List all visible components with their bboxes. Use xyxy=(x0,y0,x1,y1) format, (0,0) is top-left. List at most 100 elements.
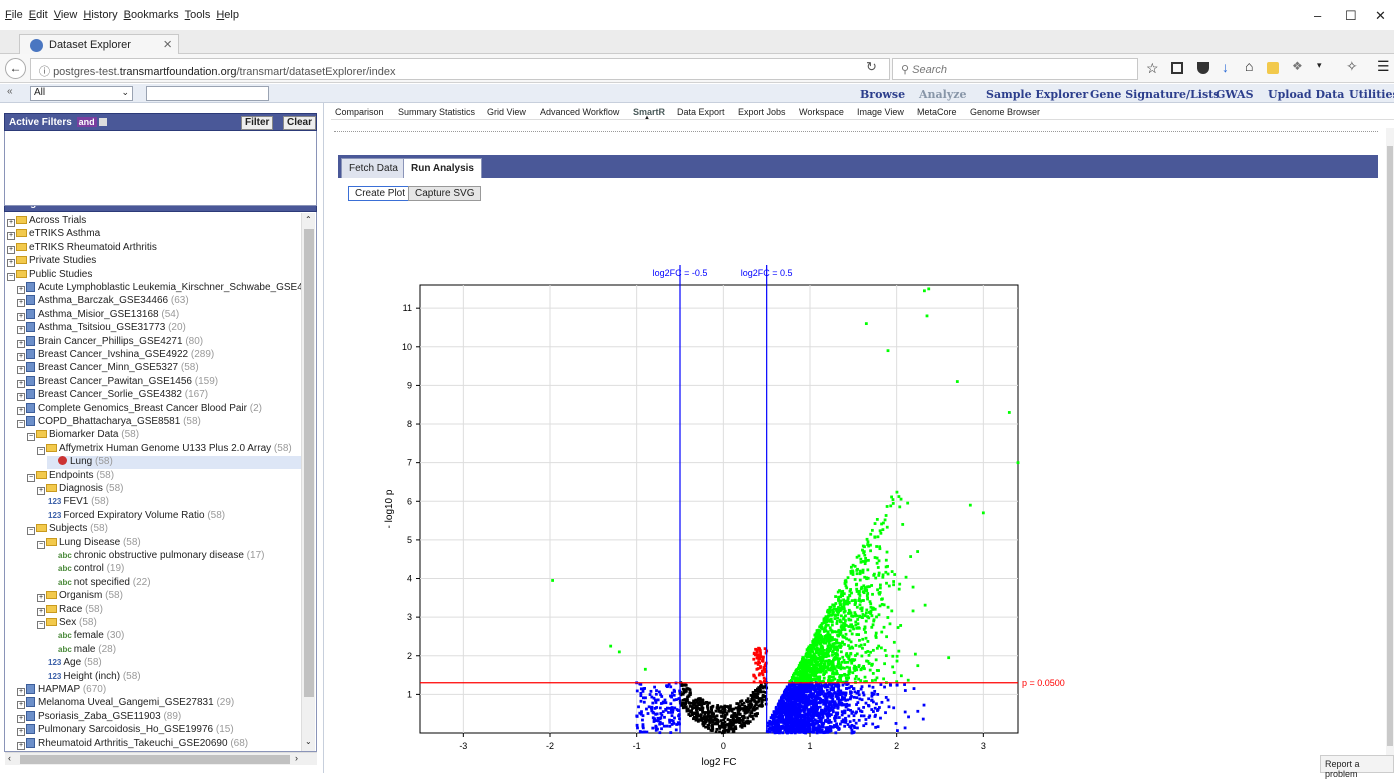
tree-toggle-icon[interactable]: − xyxy=(7,272,15,281)
info-icon[interactable]: ⓘ xyxy=(39,66,50,78)
menu-file[interactable]: File xyxy=(5,9,23,21)
tree-toggle-icon[interactable]: + xyxy=(37,594,45,603)
tab-metacore[interactable]: MetaCore xyxy=(917,107,957,117)
tree-node[interactable]: + Organism (58) xyxy=(37,590,303,603)
tree-node[interactable]: − Endpoints (58) xyxy=(27,470,303,483)
tree-node[interactable]: − Affymetrix Human Genome U133 Plus 2.0 A… xyxy=(37,443,303,456)
tree-node[interactable]: − Biomarker Data (58) xyxy=(27,429,303,442)
tree-toggle-icon[interactable]: + xyxy=(17,339,25,348)
bookmark-star-icon[interactable]: ☆ xyxy=(1146,60,1159,76)
tab-image-view[interactable]: Image View xyxy=(857,107,904,117)
tree-toggle-icon[interactable]: + xyxy=(17,366,25,375)
tree-node[interactable]: + Breast Cancer_Ivshina_GSE4922 (289) xyxy=(17,349,303,362)
tree-toggle-icon[interactable]: + xyxy=(7,245,15,254)
tree-toggle-icon[interactable]: − xyxy=(27,527,35,536)
tree-toggle-icon[interactable]: − xyxy=(17,420,25,428)
tree-node[interactable]: + Breast Cancer_Minn_GSE5327 (58) xyxy=(17,362,303,375)
menu-view[interactable]: View xyxy=(53,9,78,21)
nav-upload-data[interactable]: Upload Data xyxy=(1268,88,1345,101)
minimize-icon[interactable]: – xyxy=(1314,8,1322,23)
nav-analyze[interactable]: Analyze xyxy=(919,88,967,101)
reload-icon[interactable]: ↻ xyxy=(866,59,877,74)
extension-icon[interactable] xyxy=(1267,62,1279,74)
tree-node[interactable]: − Subjects (58) xyxy=(27,523,303,536)
reading-list-icon[interactable] xyxy=(1171,62,1183,74)
tree-toggle-icon[interactable]: + xyxy=(17,393,25,402)
tree-node[interactable]: + Breast Cancer_Sorlie_GSE4382 (167) xyxy=(17,389,303,402)
tab-run-analysis[interactable]: Run Analysis xyxy=(403,158,482,178)
tree-toggle-icon[interactable]: + xyxy=(17,728,25,737)
capture-svg-button[interactable]: Capture SVG xyxy=(408,186,482,201)
close-window-icon[interactable]: ✕ xyxy=(1375,8,1386,23)
tree-toggle-icon[interactable]: + xyxy=(17,353,25,361)
tree-node[interactable]: + Rheumatoid Arthritis_Takeuchi_GSE20690 … xyxy=(17,737,303,751)
tree-node[interactable]: abc control (19) xyxy=(47,563,303,576)
tree-toggle-icon[interactable]: + xyxy=(17,312,25,321)
tree-toggle-icon[interactable]: + xyxy=(7,232,15,241)
collapse-panel-icon[interactable]: « xyxy=(7,86,13,97)
hamburger-menu-icon[interactable]: ☰ xyxy=(1377,58,1390,74)
tree-node[interactable]: + Melanoma Uveal_Gangemi_GSE27831 (29) xyxy=(17,697,303,710)
tab-workspace[interactable]: Workspace xyxy=(799,107,844,117)
tree-node[interactable]: 123 Age (58) xyxy=(37,657,303,670)
menu-bookmarks[interactable]: Bookmarks xyxy=(123,9,179,21)
tree-toggle-icon[interactable]: − xyxy=(37,446,45,455)
tree-node[interactable]: + Asthma_Barczak_GSE34466 (63) xyxy=(17,295,303,308)
nav-sample-explorer[interactable]: Sample Explorer xyxy=(986,88,1089,101)
close-tab-icon[interactable]: × xyxy=(163,36,172,53)
tree-node[interactable]: abc male (28) xyxy=(47,644,303,657)
tab-smartr[interactable]: SmartR xyxy=(633,107,666,117)
term-search-input[interactable] xyxy=(146,86,269,101)
tree-node[interactable]: − Lung Disease (58) xyxy=(37,537,303,550)
tree-toggle-icon[interactable]: − xyxy=(27,473,35,482)
tree-scrollbar[interactable]: ⌃ ⌄ xyxy=(301,213,315,751)
page-scrollbar-thumb[interactable] xyxy=(1387,146,1393,746)
page-scrollbar[interactable] xyxy=(1386,128,1394,773)
menu-help[interactable]: Help xyxy=(216,9,239,21)
tree-node[interactable]: 123 Forced Expiratory Volume Ratio (58) xyxy=(37,510,303,523)
tree-toggle-icon[interactable]: + xyxy=(17,299,25,308)
tree-node[interactable]: abc female (30) xyxy=(47,630,303,643)
clear-button[interactable]: Clear xyxy=(283,116,317,130)
filter-button[interactable]: Filter xyxy=(241,116,274,130)
tree-toggle-icon[interactable]: + xyxy=(17,714,25,723)
and-operator-select[interactable]: and xyxy=(76,117,97,127)
tree-node[interactable]: + Private Studies xyxy=(7,255,303,268)
operator-dropdown-icon[interactable] xyxy=(99,118,108,126)
tree-toggle-icon[interactable]: − xyxy=(27,433,35,442)
tree-node[interactable]: − COPD_Bhattacharya_GSE8581 (58) xyxy=(17,416,303,429)
tree-node[interactable]: − Sex (58) xyxy=(37,617,303,630)
tree-node[interactable]: + Acute Lymphoblastic Leukemia_Kirschner_… xyxy=(17,282,308,295)
addon-icon[interactable]: ❖ xyxy=(1292,59,1303,73)
tab-advanced-workflow[interactable]: Advanced Workflow xyxy=(540,107,620,117)
tab-comparison[interactable]: Comparison xyxy=(335,107,384,117)
tree-toggle-icon[interactable]: − xyxy=(37,540,45,549)
tree-node[interactable]: + Pulmonary Sarcoidosis_Ho_GSE19976 (15) xyxy=(17,724,303,737)
browser-search-input[interactable]: ⚲ Search xyxy=(892,58,1138,80)
tree-node[interactable]: + Breast Cancer_Pawitan_GSE1456 (159) xyxy=(17,375,303,389)
menu-tools[interactable]: Tools xyxy=(184,9,211,21)
active-filters-dropzone[interactable] xyxy=(4,131,317,206)
tree-node[interactable]: − Public Studies xyxy=(7,269,303,282)
tree-node[interactable]: abc chronic obstructive pulmonary disease… xyxy=(47,550,303,563)
tab-genome-browser[interactable]: Genome Browser xyxy=(970,107,1041,117)
nav-gene-signature-lists[interactable]: Gene Signature/Lists xyxy=(1090,88,1220,101)
scroll-down-icon[interactable]: ⌄ xyxy=(305,737,312,746)
tree-node[interactable]: + Brain Cancer_Phillips_GSE4271 (80) xyxy=(17,335,303,349)
tree-toggle-icon[interactable]: + xyxy=(37,487,45,495)
tree-toggle-icon[interactable]: + xyxy=(17,741,25,750)
tree-toggle-icon[interactable]: + xyxy=(17,406,25,415)
tree-node[interactable]: + Across Trials xyxy=(7,215,303,228)
tab-grid-view[interactable]: Grid View xyxy=(487,107,526,117)
tree-node[interactable]: + Asthma_Tsitsiou_GSE31773 (20) xyxy=(17,322,303,335)
tree-horizontal-scrollbar[interactable]: ‹ › xyxy=(5,752,317,765)
tree-node[interactable]: + eTRIKS Rheumatoid Arthritis xyxy=(7,242,303,255)
url-bar[interactable]: ⓘ postgres-test.transmartfoundation.org/… xyxy=(30,58,890,80)
maximize-icon[interactable]: ☐ xyxy=(1345,8,1357,23)
puzzle-icon[interactable]: ✧ xyxy=(1346,58,1358,74)
tab-summary-statistics[interactable]: Summary Statistics xyxy=(398,107,476,117)
tree-node[interactable]: Lung (58) xyxy=(47,456,303,470)
tree-toggle-icon[interactable]: + xyxy=(17,286,25,294)
tab-data-export[interactable]: Data Export xyxy=(677,107,725,117)
nav-utilities[interactable]: Utilities xyxy=(1349,88,1394,101)
